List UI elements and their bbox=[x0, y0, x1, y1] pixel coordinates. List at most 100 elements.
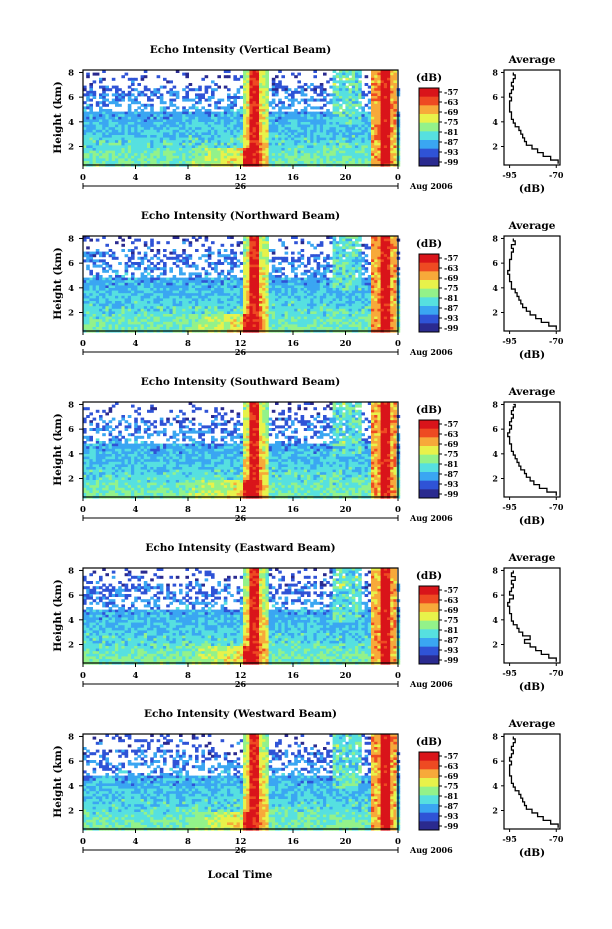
colorbar-tick-label: -81 bbox=[444, 127, 458, 137]
heatmap-cell bbox=[134, 295, 138, 299]
heatmap-cell bbox=[249, 96, 253, 99]
heatmap-cell bbox=[259, 116, 263, 120]
heatmap-cell bbox=[124, 148, 129, 151]
heatmap-cell bbox=[259, 122, 263, 125]
heatmap-cell bbox=[335, 290, 340, 294]
heatmap-cell bbox=[156, 114, 161, 118]
heatmap-cell bbox=[147, 140, 151, 144]
heatmap-cell bbox=[179, 285, 183, 289]
heatmap-cell bbox=[383, 285, 388, 289]
heatmap-cell bbox=[179, 280, 183, 284]
heatmap-cell bbox=[239, 109, 244, 112]
heatmap-cell bbox=[99, 282, 103, 286]
heatmap-cell bbox=[217, 262, 221, 265]
heatmap-cell bbox=[108, 277, 113, 281]
heatmap-cell bbox=[265, 249, 269, 252]
heatmap-cell bbox=[377, 306, 381, 310]
heatmap-cell bbox=[335, 158, 340, 162]
heatmap-cell bbox=[339, 140, 343, 144]
heatmap-cell bbox=[374, 140, 378, 144]
heatmap-cell bbox=[227, 290, 231, 294]
heatmap-cell bbox=[233, 135, 237, 138]
heatmap-cell bbox=[166, 306, 170, 310]
heatmap-cell bbox=[172, 249, 177, 252]
colorbar-unit-label: (dB) bbox=[416, 72, 442, 84]
heatmap-cell bbox=[227, 142, 231, 146]
heatmap-cell bbox=[153, 122, 157, 125]
x-tick-label: 0 bbox=[395, 173, 401, 183]
heatmap-cell bbox=[326, 158, 330, 162]
heatmap-cell bbox=[387, 298, 391, 302]
heatmap-cell bbox=[124, 290, 129, 294]
heatmap-cell bbox=[105, 288, 109, 291]
heatmap-cell bbox=[230, 122, 234, 125]
heatmap-cell bbox=[102, 98, 106, 102]
heatmap-cell bbox=[198, 295, 202, 299]
heatmap-cell bbox=[284, 124, 289, 128]
heatmap-cell bbox=[358, 148, 362, 151]
heatmap-cell bbox=[153, 114, 157, 118]
heatmap-cell bbox=[207, 293, 212, 297]
heatmap-cell bbox=[121, 124, 125, 128]
heatmap-cell bbox=[137, 290, 141, 294]
heatmap-cell bbox=[335, 119, 340, 123]
heatmap-cell bbox=[239, 155, 244, 159]
heatmap-cell bbox=[342, 277, 346, 281]
heatmap-cell bbox=[99, 277, 103, 281]
heatmap-cell bbox=[339, 135, 343, 138]
heatmap-cell bbox=[345, 256, 349, 260]
heatmap-cell bbox=[108, 295, 113, 299]
heatmap-cell bbox=[227, 93, 231, 97]
heatmap-cell bbox=[265, 111, 269, 115]
heatmap-cell bbox=[140, 288, 145, 291]
heatmap-cell bbox=[153, 93, 157, 97]
heatmap-cell bbox=[99, 280, 103, 284]
heatmap-cell bbox=[99, 111, 103, 115]
heatmap-cell bbox=[307, 285, 311, 289]
heatmap-cell bbox=[342, 254, 346, 258]
heatmap-cell bbox=[364, 301, 369, 304]
heatmap-cell bbox=[169, 122, 173, 125]
heatmap-cell bbox=[207, 246, 212, 250]
heatmap-cell bbox=[374, 277, 378, 281]
heatmap-cell bbox=[127, 135, 132, 138]
heatmap-cell bbox=[393, 101, 397, 105]
heatmap-cell bbox=[188, 132, 193, 136]
heatmap-cell bbox=[105, 109, 109, 112]
heatmap-cell bbox=[278, 124, 282, 128]
heatmap-cell bbox=[214, 155, 218, 159]
heatmap-cell bbox=[230, 137, 234, 141]
heatmap-cell bbox=[227, 301, 231, 304]
heatmap-cell bbox=[188, 303, 193, 307]
heatmap-cell bbox=[214, 153, 218, 157]
heatmap-cell bbox=[371, 236, 375, 239]
heatmap-cell bbox=[332, 303, 337, 307]
heatmap-cell bbox=[303, 150, 308, 154]
heatmap-cell bbox=[335, 277, 340, 281]
heatmap-cell bbox=[127, 103, 132, 107]
heatmap-cell bbox=[230, 153, 234, 157]
heatmap-cell bbox=[319, 306, 324, 310]
heatmap-cell bbox=[355, 254, 359, 258]
heatmap-cell bbox=[339, 127, 343, 131]
heatmap-cell bbox=[83, 116, 87, 120]
heatmap-cell bbox=[131, 114, 135, 118]
heatmap-cell bbox=[265, 142, 269, 146]
heatmap-cell bbox=[355, 241, 359, 245]
heatmap-cell bbox=[393, 83, 397, 86]
heatmap-cell bbox=[150, 103, 154, 107]
heatmap-cell bbox=[383, 80, 388, 84]
heatmap-cell bbox=[105, 262, 109, 265]
heatmap-cell bbox=[275, 290, 279, 294]
heatmap-cell bbox=[127, 142, 132, 146]
heatmap-cell bbox=[211, 116, 215, 120]
heatmap-cell bbox=[383, 88, 388, 92]
heatmap-cell bbox=[131, 161, 135, 164]
heatmap-cell bbox=[115, 256, 119, 260]
heatmap-cell bbox=[393, 155, 397, 159]
heatmap-cell bbox=[259, 264, 263, 268]
heatmap-cell bbox=[393, 80, 397, 84]
heatmap-cell bbox=[246, 96, 250, 99]
heatmap-cell bbox=[179, 137, 183, 141]
heatmap-cell bbox=[204, 122, 209, 125]
